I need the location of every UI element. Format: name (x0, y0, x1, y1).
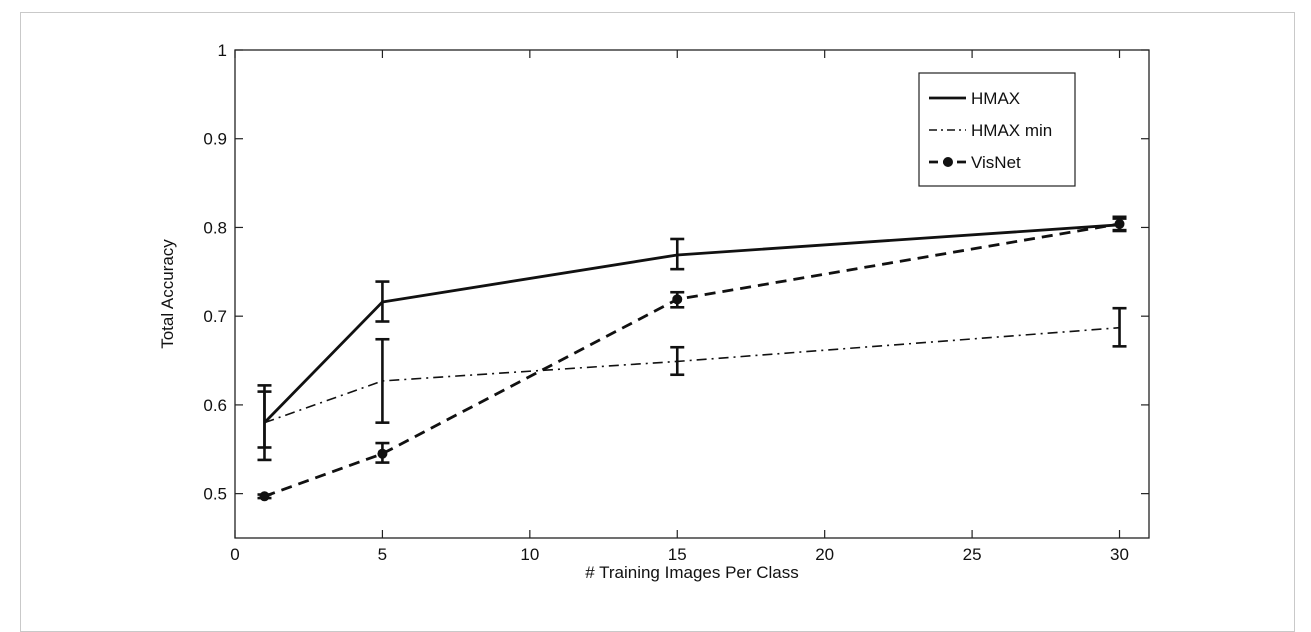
error-bar-hmax (670, 237, 685, 271)
error-bar-hmax-min (670, 345, 685, 377)
error-bar-hmax-min (1112, 306, 1127, 348)
legend-label-hmax: HMAX (971, 89, 1020, 108)
legend-marker-visnet (943, 157, 953, 167)
series-line-hmax (263, 223, 1120, 424)
chart-panel: 0 5 10 15 20 25 30 0.5 0.6 0.7 0.8 0.9 1 # Training … (20, 12, 1295, 632)
y-axis-label: Total Accuracy (158, 239, 177, 349)
data-point-visnet (672, 294, 683, 305)
y-tick-label: 0.7 (203, 307, 227, 326)
x-tick-label: 0 (230, 545, 239, 564)
error-bar-hmax-min (375, 337, 390, 424)
plot-area: 0 5 10 15 20 25 30 0.5 0.6 0.7 0.8 0.9 1 (203, 41, 1150, 564)
x-tick-label: 30 (1110, 545, 1129, 564)
x-tick-label: 10 (520, 545, 539, 564)
error-bar-hmax-min (257, 390, 272, 462)
legend-label-visnet: VisNet (971, 153, 1021, 172)
error-bar-hmax (375, 280, 390, 323)
legend-label-hmax-min: HMAX min (971, 121, 1052, 140)
data-point-visnet (259, 491, 270, 502)
legend-box (918, 72, 1076, 187)
axes-box (234, 49, 1150, 539)
y-tick-label: 0.8 (203, 218, 227, 237)
x-tick-label: 15 (668, 545, 687, 564)
x-tick-label: 20 (815, 545, 834, 564)
data-point-visnet (1114, 218, 1125, 229)
x-tick-label: 5 (378, 545, 387, 564)
series-line-hmax-min (264, 326, 1120, 424)
x-tick-label: 25 (963, 545, 982, 564)
line-chart: 0 5 10 15 20 25 30 0.5 0.6 0.7 0.8 0.9 1 # Training … (158, 41, 1150, 582)
legend: HMAX HMAX min VisNet (918, 72, 1076, 187)
data-point-visnet (377, 448, 388, 459)
y-tick-label: 1 (218, 41, 227, 60)
y-tick-label: 0.6 (203, 396, 227, 415)
y-tick-label: 0.5 (203, 485, 227, 504)
x-axis-label: # Training Images Per Class (585, 563, 799, 582)
y-tick-label: 0.9 (203, 130, 227, 149)
series-line-visnet (264, 222, 1120, 498)
